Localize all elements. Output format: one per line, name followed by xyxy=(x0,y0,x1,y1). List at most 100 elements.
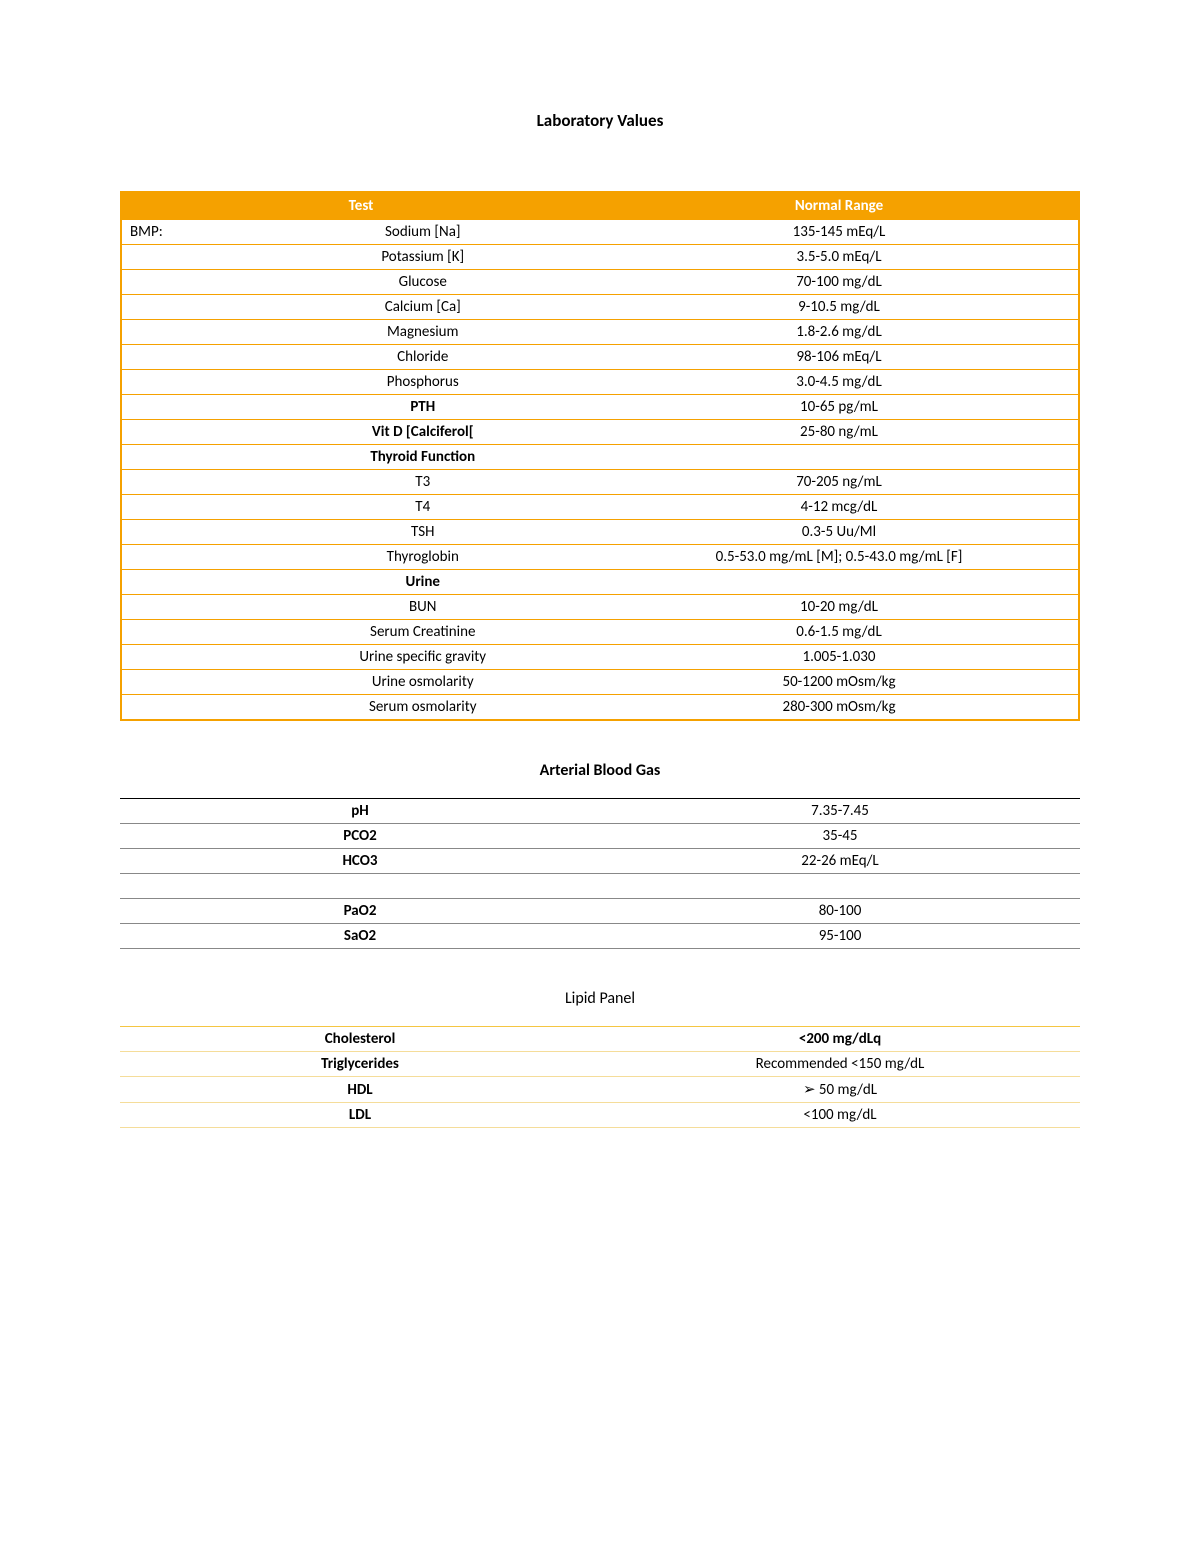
table-row: Potassium [K]3.5-5.0 mEq/L xyxy=(121,245,1079,270)
row-test: Thyroglobin xyxy=(246,545,600,570)
page-title: Laboratory Values xyxy=(120,110,1080,131)
table-row: Chloride98-106 mEq/L xyxy=(121,345,1079,370)
row-test: Cholesterol xyxy=(120,1027,600,1052)
row-test: Phosphorus xyxy=(246,370,600,395)
row-range: 70-205 ng/mL xyxy=(600,470,1079,495)
table-row: Vit D [Calciferol[25-80 ng/mL xyxy=(121,420,1079,445)
row-range: 3.0-4.5 mg/dL xyxy=(600,370,1079,395)
row-range: 0.5-53.0 mg/mL [M]; 0.5-43.0 mg/mL [F] xyxy=(600,545,1079,570)
table-row: Serum osmolarity280-300 mOsm/kg xyxy=(121,695,1079,721)
row-category xyxy=(121,395,246,420)
table-row: PaO280-100 xyxy=(120,899,1080,924)
lipid-table: Cholesterol<200 mg/dLqTriglyceridesRecom… xyxy=(120,1026,1080,1128)
row-range: <100 mg/dL xyxy=(600,1103,1080,1128)
table-row: Urine specific gravity1.005-1.030 xyxy=(121,645,1079,670)
table-row: LDL<100 mg/dL xyxy=(120,1103,1080,1128)
lab-table-header: Test Normal Range xyxy=(121,192,1079,220)
spacer-cell xyxy=(120,874,1080,899)
table-row: Phosphorus3.0-4.5 mg/dL xyxy=(121,370,1079,395)
row-range: 35-45 xyxy=(600,824,1080,849)
table-row: HDL➢ 50 mg/dL xyxy=(120,1077,1080,1103)
row-range: 1.8-2.6 mg/dL xyxy=(600,320,1079,345)
row-range: ➢ 50 mg/dL xyxy=(600,1077,1080,1103)
row-category xyxy=(121,445,246,470)
row-test: PCO2 xyxy=(120,824,600,849)
row-test: Urine specific gravity xyxy=(246,645,600,670)
row-category xyxy=(121,620,246,645)
table-row: TriglyceridesRecommended <150 mg/dL xyxy=(120,1052,1080,1077)
row-range xyxy=(600,570,1079,595)
row-range xyxy=(600,445,1079,470)
row-test: Magnesium xyxy=(246,320,600,345)
row-range: 95-100 xyxy=(600,924,1080,949)
lab-header-test: Test xyxy=(121,192,600,220)
table-row: Cholesterol<200 mg/dLq xyxy=(120,1027,1080,1052)
row-range: 22-26 mEq/L xyxy=(600,849,1080,874)
row-category xyxy=(121,420,246,445)
row-range: 7.35-7.45 xyxy=(600,799,1080,824)
abg-table: pH7.35-7.45PCO235-45HCO322-26 mEq/L PaO2… xyxy=(120,798,1080,949)
row-test: HCO3 xyxy=(120,849,600,874)
row-category xyxy=(121,670,246,695)
row-test: HDL xyxy=(120,1077,600,1103)
row-range: Recommended <150 mg/dL xyxy=(600,1052,1080,1077)
row-test: SaO2 xyxy=(120,924,600,949)
table-row: T44-12 mcg/dL xyxy=(121,495,1079,520)
row-test: T4 xyxy=(246,495,600,520)
table-row: Calcium [Ca]9-10.5 mg/dL xyxy=(121,295,1079,320)
row-test: Serum osmolarity xyxy=(246,695,600,721)
row-category xyxy=(121,495,246,520)
table-row: TSH0.3-5 Uu/Ml xyxy=(121,520,1079,545)
table-row: Glucose70-100 mg/dL xyxy=(121,270,1079,295)
row-test: Urine osmolarity xyxy=(246,670,600,695)
lab-header-range: Normal Range xyxy=(600,192,1079,220)
row-category xyxy=(121,470,246,495)
row-category xyxy=(121,320,246,345)
row-test: T3 xyxy=(246,470,600,495)
table-row: Magnesium1.8-2.6 mg/dL xyxy=(121,320,1079,345)
row-test: Triglycerides xyxy=(120,1052,600,1077)
table-row: BUN10-20 mg/dL xyxy=(121,595,1079,620)
row-range: 3.5-5.0 mEq/L xyxy=(600,245,1079,270)
abg-title: Arterial Blood Gas xyxy=(120,761,1080,780)
row-test: Vit D [Calciferol[ xyxy=(246,420,600,445)
row-range: 1.005-1.030 xyxy=(600,645,1079,670)
row-test: TSH xyxy=(246,520,600,545)
table-row: T370-205 ng/mL xyxy=(121,470,1079,495)
row-test: Calcium [Ca] xyxy=(246,295,600,320)
row-range: 4-12 mcg/dL xyxy=(600,495,1079,520)
table-row: HCO322-26 mEq/L xyxy=(120,849,1080,874)
row-range: 98-106 mEq/L xyxy=(600,345,1079,370)
row-test: BUN xyxy=(246,595,600,620)
table-row: PCO235-45 xyxy=(120,824,1080,849)
row-range: 0.3-5 Uu/Ml xyxy=(600,520,1079,545)
row-test: Serum Creatinine xyxy=(246,620,600,645)
row-category xyxy=(121,370,246,395)
lipid-title: Lipid Panel xyxy=(120,989,1080,1008)
row-range: 80-100 xyxy=(600,899,1080,924)
row-test: Sodium [Na] xyxy=(246,220,600,245)
row-test: PTH xyxy=(246,395,600,420)
table-row: BMP:Sodium [Na]135-145 mEq/L xyxy=(121,220,1079,245)
row-range: 9-10.5 mg/dL xyxy=(600,295,1079,320)
row-category xyxy=(121,520,246,545)
row-range: 70-100 mg/dL xyxy=(600,270,1079,295)
row-range: 25-80 ng/mL xyxy=(600,420,1079,445)
table-row xyxy=(120,874,1080,899)
lab-values-table: Test Normal Range BMP:Sodium [Na]135-145… xyxy=(120,191,1080,721)
row-test: Glucose xyxy=(246,270,600,295)
row-range: 280-300 mOsm/kg xyxy=(600,695,1079,721)
row-category xyxy=(121,695,246,721)
row-category xyxy=(121,345,246,370)
row-test: Potassium [K] xyxy=(246,245,600,270)
row-range: 135-145 mEq/L xyxy=(600,220,1079,245)
row-category xyxy=(121,245,246,270)
row-test: pH xyxy=(120,799,600,824)
table-row: Thyroid Function xyxy=(121,445,1079,470)
table-row: SaO295-100 xyxy=(120,924,1080,949)
row-range: 0.6-1.5 mg/dL xyxy=(600,620,1079,645)
table-row: Serum Creatinine0.6-1.5 mg/dL xyxy=(121,620,1079,645)
table-row: PTH10-65 pg/mL xyxy=(121,395,1079,420)
row-category xyxy=(121,270,246,295)
row-test: Urine xyxy=(246,570,600,595)
